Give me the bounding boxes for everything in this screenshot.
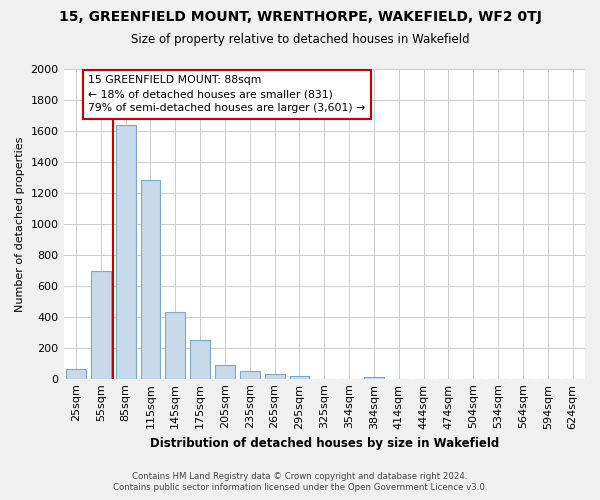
Y-axis label: Number of detached properties: Number of detached properties [15, 136, 25, 312]
Text: Size of property relative to detached houses in Wakefield: Size of property relative to detached ho… [131, 32, 469, 46]
Bar [190, 340, 210, 378]
Text: 15, GREENFIELD MOUNT, WRENTHORPE, WAKEFIELD, WF2 0TJ: 15, GREENFIELD MOUNT, WRENTHORPE, WAKEFI… [59, 10, 541, 24]
Bar [91, 271, 111, 378]
Bar [166, 312, 185, 378]
Bar [290, 376, 310, 378]
Bar [240, 371, 260, 378]
X-axis label: Distribution of detached houses by size in Wakefield: Distribution of detached houses by size … [149, 437, 499, 450]
Bar [116, 124, 136, 378]
Text: Contains HM Land Registry data © Crown copyright and database right 2024.
Contai: Contains HM Land Registry data © Crown c… [113, 472, 487, 492]
Text: 15 GREENFIELD MOUNT: 88sqm
← 18% of detached houses are smaller (831)
79% of sem: 15 GREENFIELD MOUNT: 88sqm ← 18% of deta… [88, 75, 365, 113]
Bar [66, 368, 86, 378]
Bar [215, 365, 235, 378]
Bar [364, 377, 384, 378]
Bar [265, 374, 284, 378]
Bar [140, 180, 160, 378]
